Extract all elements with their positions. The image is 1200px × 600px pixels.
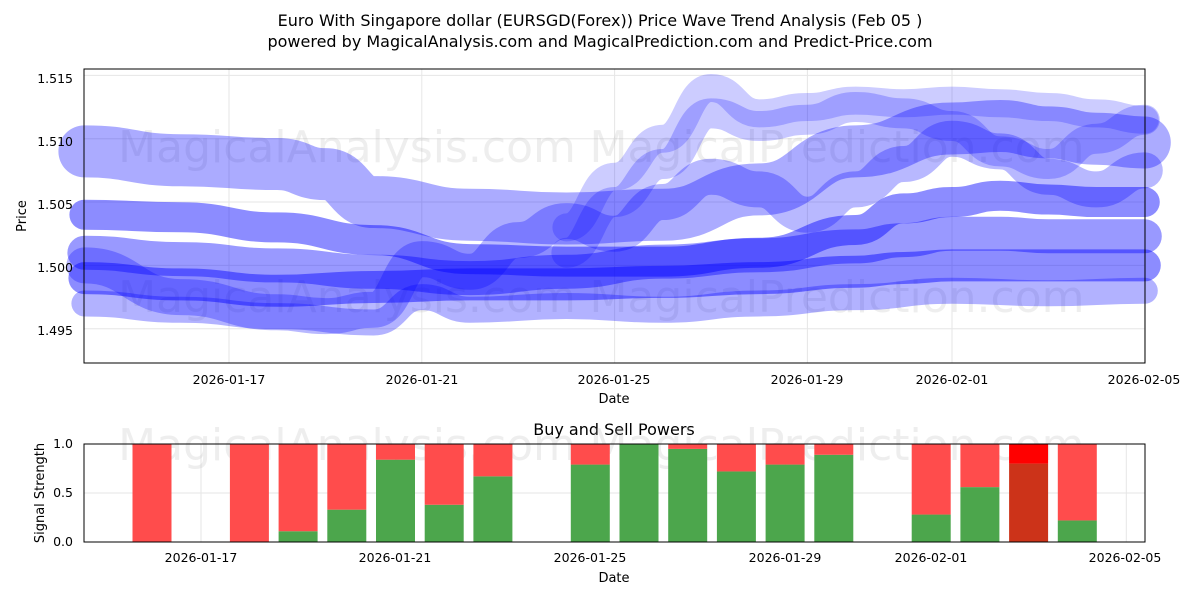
y-tick-label: 1.510 bbox=[37, 134, 73, 149]
chart-title-line2: powered by MagicalAnalysis.com and Magic… bbox=[267, 32, 932, 51]
y-tick-label: 1.505 bbox=[37, 197, 73, 212]
signal-bars-group bbox=[132, 444, 1097, 542]
wave-series-top-wave bbox=[552, 74, 1159, 242]
wave-series-mid-wave bbox=[67, 216, 1162, 296]
x-tick-label: 2026-02-05 bbox=[1089, 550, 1162, 565]
buy-bar bbox=[619, 444, 659, 542]
sell-bar bbox=[1009, 444, 1049, 464]
price-y-ticks: 1.495 1.500 1.505 1.510 1.515 bbox=[37, 71, 73, 338]
signal-x-axis-title: Date bbox=[598, 571, 629, 586]
sell-bar bbox=[960, 444, 1000, 488]
x-tick-label: 2026-01-25 bbox=[554, 550, 627, 565]
buy-bar bbox=[765, 464, 805, 542]
sell-bar bbox=[376, 444, 415, 460]
x-tick-label: 2026-01-25 bbox=[578, 372, 651, 387]
sell-bar bbox=[814, 444, 854, 455]
buy-bar bbox=[376, 459, 415, 542]
x-tick-label: 2026-02-05 bbox=[1108, 372, 1181, 387]
price-x-ticks: 2026-01-17 2026-01-21 2026-01-25 2026-01… bbox=[193, 372, 1181, 387]
buy-bar bbox=[668, 448, 708, 542]
x-tick-label: 2026-01-29 bbox=[771, 372, 844, 387]
x-tick-label: 2026-02-01 bbox=[895, 550, 968, 565]
y-tick-label: 1.0 bbox=[53, 436, 73, 451]
x-tick-label: 2026-02-01 bbox=[916, 372, 989, 387]
buy-bar bbox=[960, 487, 1000, 542]
sell-bar bbox=[1057, 444, 1097, 521]
price-grid bbox=[84, 69, 1146, 363]
buy-bar bbox=[327, 509, 367, 542]
buy-bar bbox=[814, 454, 854, 542]
buy-bar bbox=[1057, 520, 1097, 542]
wave-series-lower-wave bbox=[68, 249, 1161, 307]
wave-series-upper-band bbox=[58, 100, 1171, 245]
buy-bar bbox=[278, 531, 318, 542]
y-tick-label: 1.500 bbox=[37, 260, 73, 275]
buy-bar bbox=[911, 514, 951, 542]
buy-bar bbox=[570, 464, 610, 542]
x-tick-label: 2026-01-21 bbox=[359, 550, 432, 565]
watermark-prediction-mid: MagicalPrediction.com bbox=[590, 272, 1085, 323]
watermark-analysis-top: MagicalAnalysis.com bbox=[118, 122, 576, 173]
sell-bar bbox=[765, 444, 805, 465]
sell-bar bbox=[229, 444, 269, 542]
chart-title-line1: Euro With Singapore dollar (EURSGD(Forex… bbox=[278, 11, 923, 30]
sell-bar bbox=[327, 444, 367, 510]
x-tick-label: 2026-01-17 bbox=[193, 372, 266, 387]
sell-bar bbox=[132, 444, 172, 542]
y-tick-label: 0.5 bbox=[53, 485, 73, 500]
buy-bar bbox=[473, 476, 513, 542]
buy-bar bbox=[1009, 463, 1049, 542]
price-plot-frame bbox=[83, 68, 1146, 364]
signal-x-ticks: 2026-01-17 2026-01-21 2026-01-25 2026-01… bbox=[165, 550, 1162, 565]
price-x-axis-title: Date bbox=[598, 392, 629, 407]
wave-series-volatile-wave bbox=[66, 120, 1163, 335]
wave-series-high-wave bbox=[551, 92, 1160, 268]
wave-series-main-wave bbox=[69, 180, 1160, 277]
price-wave-plot: MagicalAnalysis.com MagicalPrediction.co… bbox=[15, 68, 1181, 407]
buy-bar bbox=[424, 504, 464, 542]
watermark-prediction-top: MagicalPrediction.com bbox=[590, 122, 1085, 173]
y-tick-label: 1.515 bbox=[37, 71, 73, 86]
price-y-axis-title: Price bbox=[15, 200, 30, 232]
buy-sell-title: Buy and Sell Powers bbox=[533, 420, 695, 439]
x-tick-label: 2026-01-21 bbox=[386, 372, 459, 387]
signal-y-axis-title: Signal Strength bbox=[33, 443, 48, 543]
signal-y-ticks: 0.0 0.5 1.0 bbox=[53, 436, 73, 549]
sell-bar bbox=[278, 444, 318, 532]
sell-bar bbox=[570, 444, 610, 465]
y-tick-label: 0.0 bbox=[53, 534, 73, 549]
sell-bar bbox=[473, 444, 513, 477]
sell-bar bbox=[716, 444, 756, 472]
sell-bar bbox=[668, 444, 708, 449]
wave-series-low-band bbox=[71, 277, 1158, 336]
sell-bar bbox=[911, 444, 951, 515]
x-tick-label: 2026-01-17 bbox=[165, 550, 238, 565]
y-tick-label: 1.495 bbox=[37, 323, 73, 338]
signal-plot-frame bbox=[83, 443, 1146, 543]
buy-sell-plot: Buy and Sell Powers MagicalAnalysis.com … bbox=[33, 420, 1161, 586]
buy-bar bbox=[716, 471, 756, 542]
sell-bar bbox=[424, 444, 464, 505]
x-tick-label: 2026-01-29 bbox=[749, 550, 822, 565]
price-series-group bbox=[58, 74, 1171, 336]
watermark-analysis-mid: MagicalAnalysis.com bbox=[118, 272, 576, 323]
